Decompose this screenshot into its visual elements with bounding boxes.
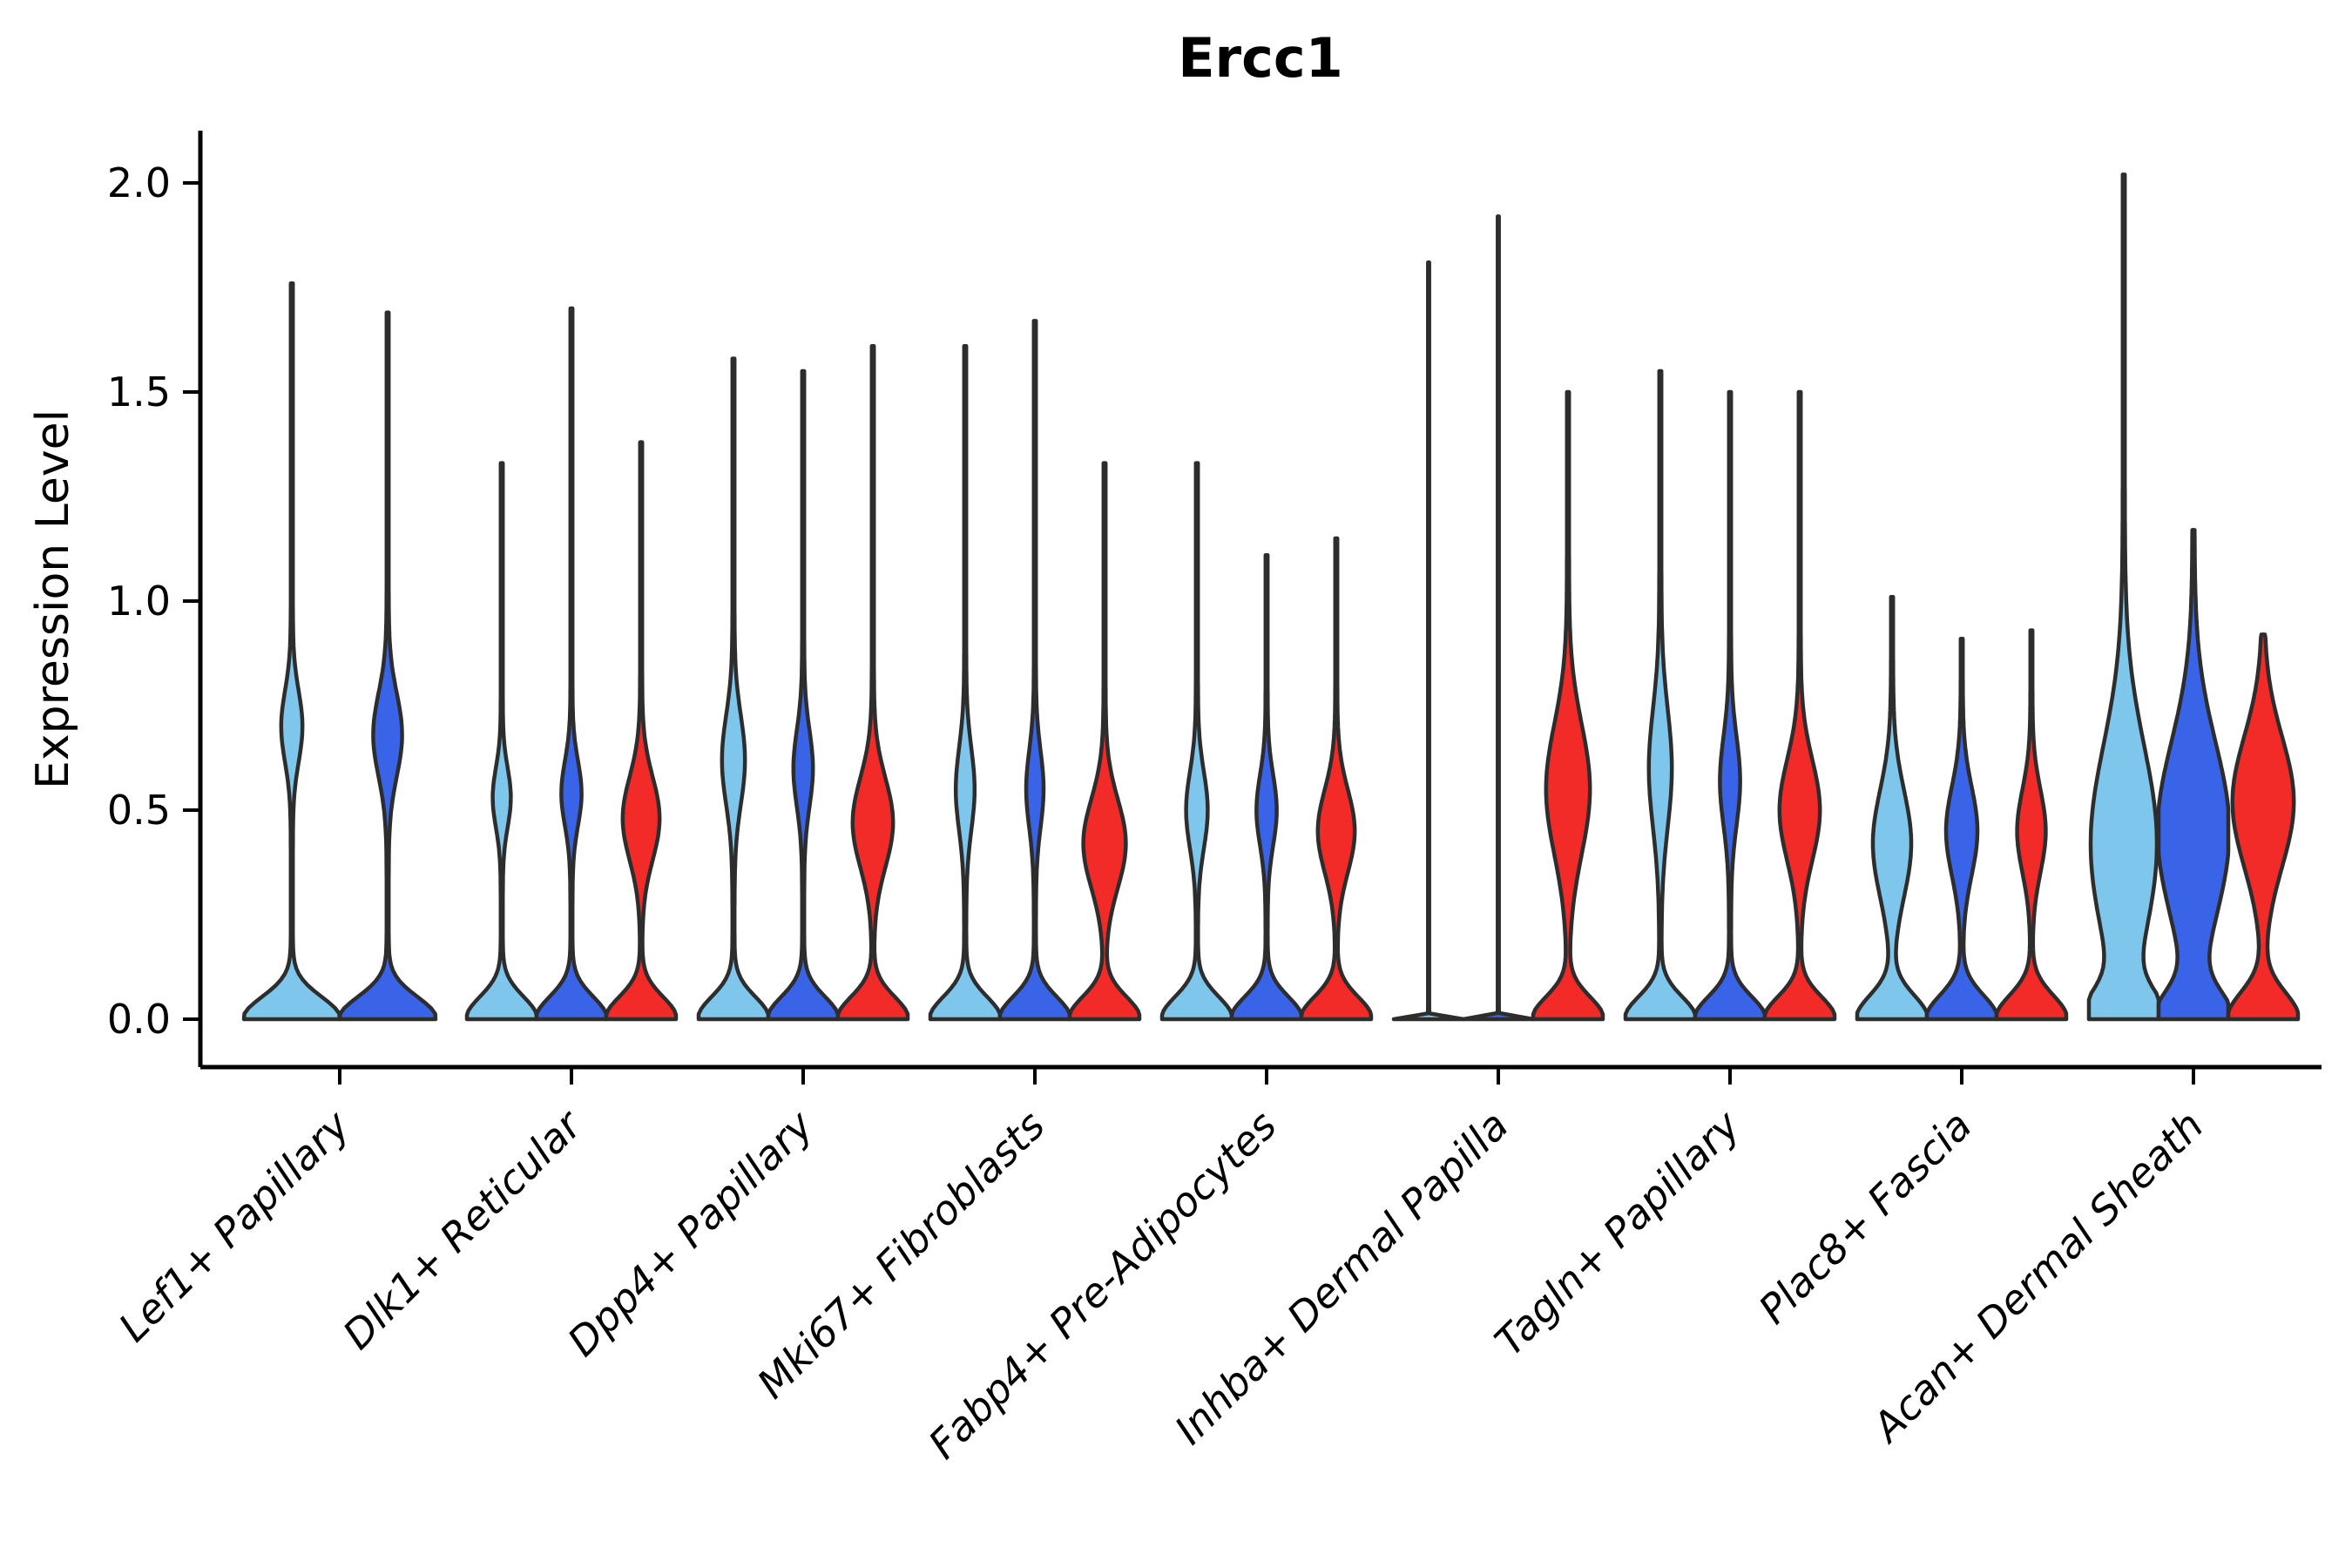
y-tick-label: 0.5: [107, 787, 171, 834]
violin-8-blue: [1924, 636, 1999, 1022]
violin-7-red: [1762, 389, 1837, 1022]
y-axis-label: Expression Level: [27, 409, 79, 789]
violin-1-blue: [337, 310, 438, 1022]
violin-6-lightblue: [1391, 260, 1466, 1022]
x-tick-label: Lef1+ Papillary: [110, 1101, 359, 1350]
violin-3-lightblue: [696, 356, 771, 1022]
violin-9-lightblue: [2086, 172, 2161, 1022]
violin-5-blue: [1229, 552, 1304, 1022]
violin-4-lightblue: [928, 343, 1003, 1022]
violin-7-blue: [1693, 389, 1767, 1022]
x-tick-label: Plac8+ Fascia: [1749, 1102, 1980, 1333]
y-tick-label: 2.0: [107, 159, 171, 206]
violin-6-blue: [1461, 214, 1536, 1022]
violin-6-red: [1531, 389, 1605, 1022]
x-tick-label: Dpp4+ Papillary: [558, 1101, 822, 1365]
violin-4-red: [1067, 461, 1142, 1022]
axes-layer: [183, 131, 2322, 1085]
violin-8-lightblue: [1855, 594, 1930, 1022]
violin-9-blue: [2156, 528, 2231, 1022]
y-tick-label: 0.0: [107, 996, 171, 1043]
x-tick-label: Dlk1+ Reticular: [334, 1099, 592, 1358]
violin-2-red: [604, 440, 679, 1022]
violin-7-lightblue: [1623, 368, 1698, 1022]
violin-3-red: [835, 343, 910, 1022]
violin-1-lightblue: [241, 280, 342, 1022]
violin-layer: [241, 172, 2301, 1022]
x-tick-label: Tagln+ Papillary: [1485, 1101, 1749, 1365]
violin-2-lightblue: [464, 461, 539, 1022]
violin-4-blue: [997, 319, 1072, 1022]
violin-2-blue: [534, 306, 609, 1022]
y-tick-label: 1.0: [107, 578, 171, 625]
violin-5-red: [1299, 536, 1374, 1022]
y-tick-label: 1.5: [107, 368, 171, 416]
violin-5-lightblue: [1159, 461, 1234, 1022]
violin-3-blue: [766, 368, 841, 1022]
chart-title: Ercc1: [1178, 26, 1343, 90]
violin-9-red: [2226, 632, 2301, 1022]
violin-8-red: [1994, 628, 2069, 1022]
